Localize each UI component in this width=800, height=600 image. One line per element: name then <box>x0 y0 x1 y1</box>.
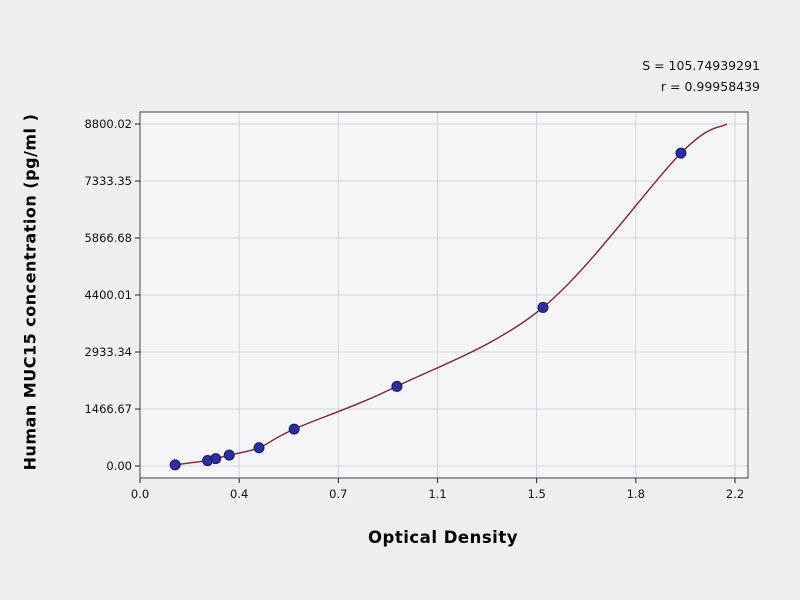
y-axis-title: Human MUC15 concentration (pg/ml ) <box>20 113 40 471</box>
x-tick-label: 1.8 <box>627 487 645 501</box>
y-tick-label: 0.00 <box>106 459 132 473</box>
x-tick-label: 0.0 <box>131 487 149 501</box>
curve-stats: S = 105.74939291 r = 0.99958439 <box>642 56 760 97</box>
y-tick-label: 5866.68 <box>84 231 132 245</box>
data-point <box>537 301 549 313</box>
data-point <box>675 147 687 159</box>
x-axis-title: Optical Density <box>368 528 518 547</box>
x-tick-label: 2.2 <box>726 487 744 501</box>
x-tick-label: 0.7 <box>329 487 347 501</box>
y-tick-label: 7333.35 <box>84 174 132 188</box>
data-point <box>210 453 222 465</box>
x-tick-label: 1.1 <box>428 487 446 501</box>
x-tick-label: 0.4 <box>230 487 248 501</box>
data-point <box>253 442 265 454</box>
r-value: r = 0.99958439 <box>660 78 760 94</box>
data-point <box>288 423 300 435</box>
data-point <box>223 449 235 461</box>
s-value: S = 105.74939291 <box>642 58 760 73</box>
y-tick-label: 8800.02 <box>84 117 132 131</box>
x-tick-label: 1.5 <box>528 487 546 501</box>
y-tick-label: 2933.34 <box>84 345 132 359</box>
y-tick-label: 4400.01 <box>84 288 132 302</box>
data-point <box>391 380 403 392</box>
y-tick-label: 1466.67 <box>84 402 132 416</box>
data-point <box>169 459 181 471</box>
